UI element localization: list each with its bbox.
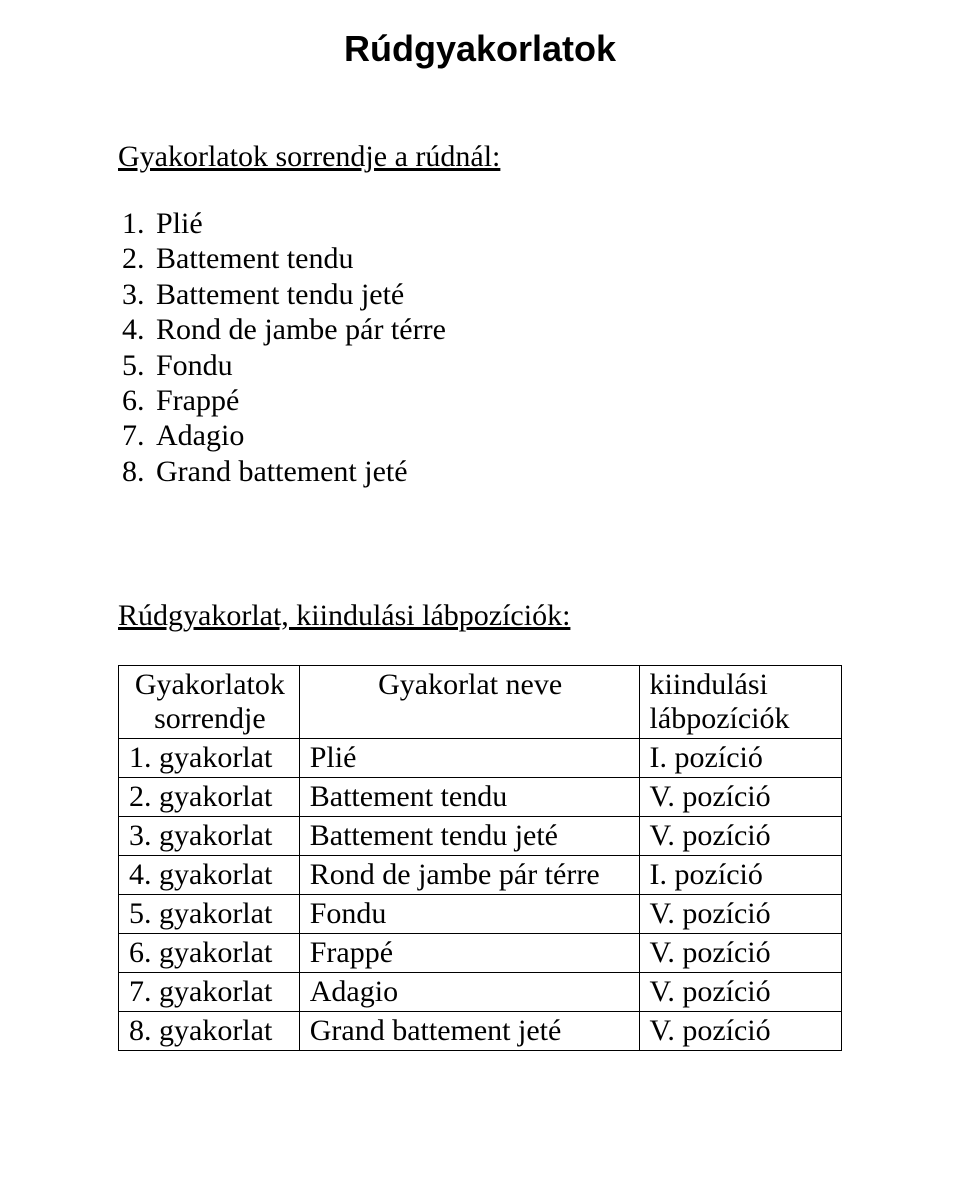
- table-cell: Fondu: [299, 895, 639, 934]
- table-header-cell: Gyakorlatok sorrendje: [119, 666, 300, 739]
- table-row: 6. gyakorlat Frappé V. pozíció: [119, 934, 842, 973]
- table-cell: V. pozíció: [639, 778, 841, 817]
- table-cell: 3. gyakorlat: [119, 817, 300, 856]
- table-cell: Plié: [299, 739, 639, 778]
- header-text: sorrendje: [154, 702, 266, 735]
- table-row: 2. gyakorlat Battement tendu V. pozíció: [119, 778, 842, 817]
- list-item: Plié: [152, 206, 842, 241]
- section2-heading: Rúdgyakorlat, kiindulási lábpozíciók:: [118, 599, 842, 633]
- table-cell: 1. gyakorlat: [119, 739, 300, 778]
- table-cell: 5. gyakorlat: [119, 895, 300, 934]
- table-cell: 4. gyakorlat: [119, 856, 300, 895]
- table-cell: 7. gyakorlat: [119, 973, 300, 1012]
- table-cell: 2. gyakorlat: [119, 778, 300, 817]
- table-cell: V. pozíció: [639, 973, 841, 1012]
- list-item: Frappé: [152, 383, 842, 418]
- table-cell: 8. gyakorlat: [119, 1012, 300, 1051]
- table-cell: 6. gyakorlat: [119, 934, 300, 973]
- table-cell: V. pozíció: [639, 1012, 841, 1051]
- table-row: 7. gyakorlat Adagio V. pozíció: [119, 973, 842, 1012]
- page-title: Rúdgyakorlatok: [118, 28, 842, 70]
- table-row: 5. gyakorlat Fondu V. pozíció: [119, 895, 842, 934]
- table-cell: Adagio: [299, 973, 639, 1012]
- table-cell: V. pozíció: [639, 895, 841, 934]
- header-text: kiindulási: [650, 668, 768, 701]
- list-item: Grand battement jeté: [152, 454, 842, 489]
- table-header-cell: kiindulási lábpozíciók: [639, 666, 841, 739]
- list-item: Battement tendu jeté: [152, 277, 842, 312]
- table-cell: V. pozíció: [639, 817, 841, 856]
- positions-table: Gyakorlatok sorrendje Gyakorlat neve kii…: [118, 665, 842, 1051]
- table-cell: Frappé: [299, 934, 639, 973]
- table-cell: Rond de jambe pár térre: [299, 856, 639, 895]
- table-row: 1. gyakorlat Plié I. pozíció: [119, 739, 842, 778]
- header-text: Gyakorlat neve: [378, 668, 562, 701]
- table-row: 3. gyakorlat Battement tendu jeté V. poz…: [119, 817, 842, 856]
- table-cell: I. pozíció: [639, 856, 841, 895]
- list-item: Battement tendu: [152, 241, 842, 276]
- header-text: Gyakorlatok: [135, 668, 285, 701]
- table-header-row: Gyakorlatok sorrendje Gyakorlat neve kii…: [119, 666, 842, 739]
- list-item: Adagio: [152, 418, 842, 453]
- section1-heading: Gyakorlatok sorrendje a rúdnál:: [118, 140, 842, 174]
- table-row: 4. gyakorlat Rond de jambe pár térre I. …: [119, 856, 842, 895]
- page: Rúdgyakorlatok Gyakorlatok sorrendje a r…: [0, 0, 960, 1198]
- exercise-order-list: Plié Battement tendu Battement tendu jet…: [118, 206, 842, 489]
- table-header-cell: Gyakorlat neve: [299, 666, 639, 739]
- table-cell: Grand battement jeté: [299, 1012, 639, 1051]
- table-row: 8. gyakorlat Grand battement jeté V. poz…: [119, 1012, 842, 1051]
- table-cell: V. pozíció: [639, 934, 841, 973]
- table-cell: I. pozíció: [639, 739, 841, 778]
- list-item: Fondu: [152, 348, 842, 383]
- table-cell: Battement tendu jeté: [299, 817, 639, 856]
- header-text: lábpozíciók: [650, 702, 790, 735]
- list-item: Rond de jambe pár térre: [152, 312, 842, 347]
- table-cell: Battement tendu: [299, 778, 639, 817]
